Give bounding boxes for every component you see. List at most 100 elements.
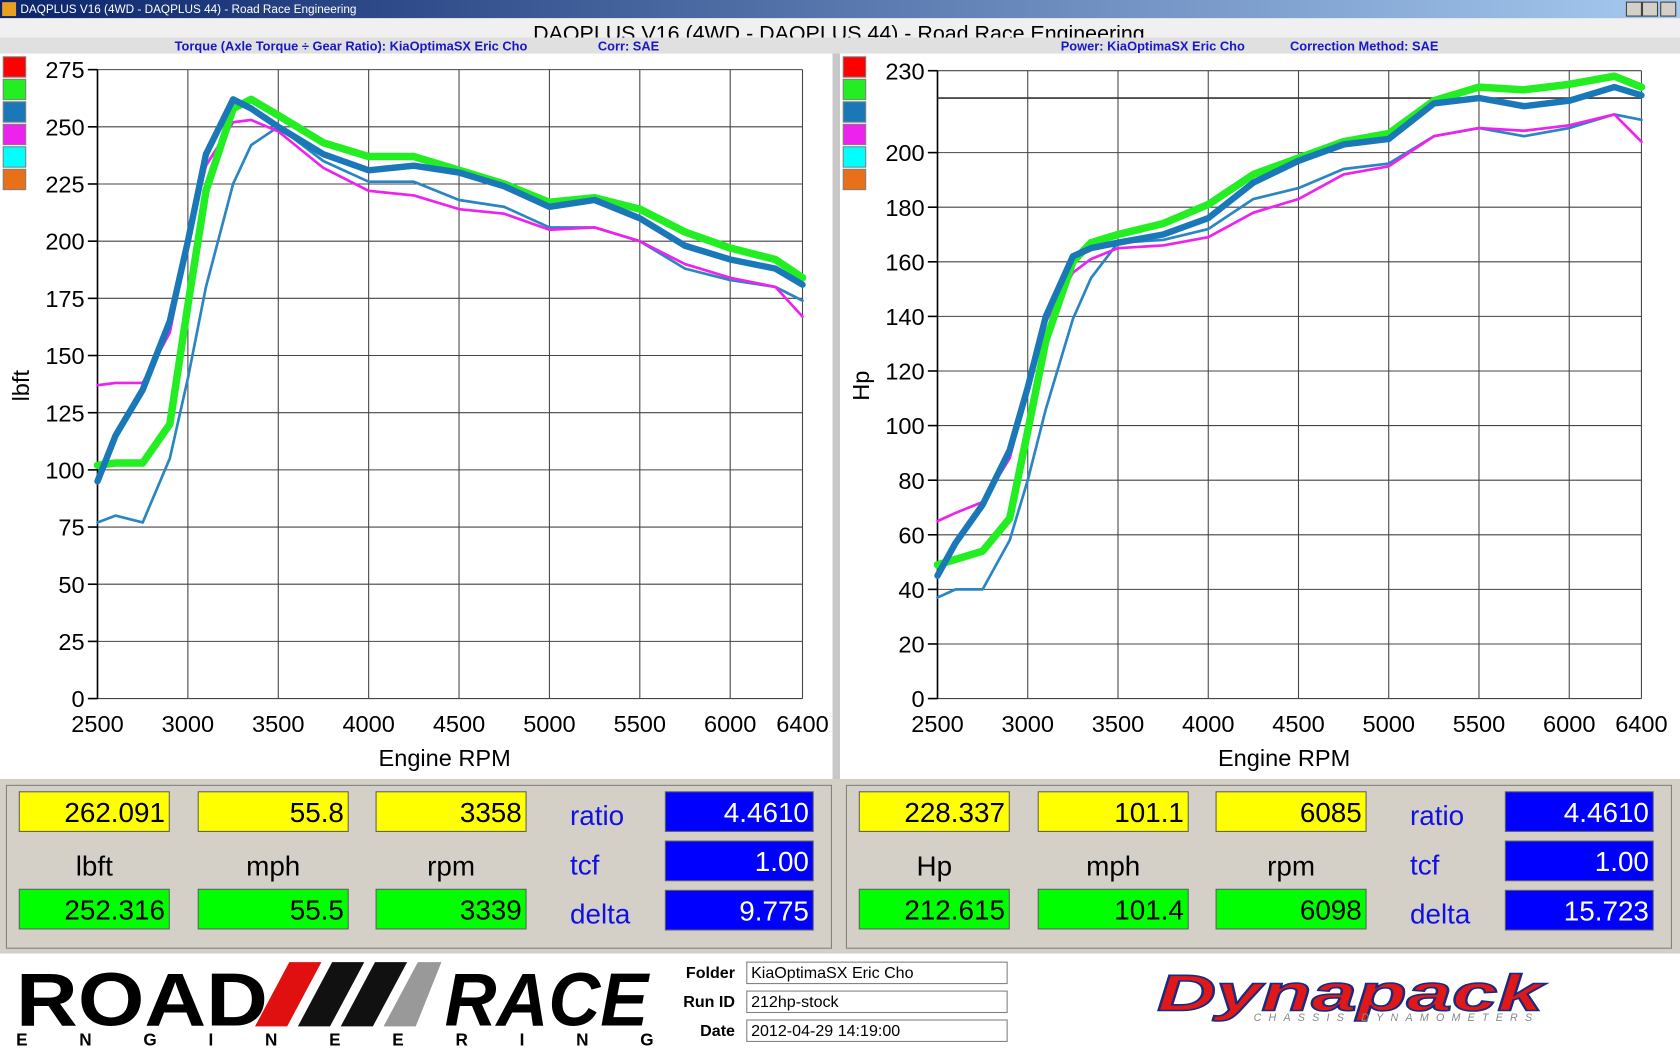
- y-tick-label: 180: [885, 195, 924, 221]
- factor-box: [1504, 889, 1654, 931]
- chart-title: Power: KiaOptimaSX Eric Cho: [1061, 38, 1245, 53]
- readout-unit: mph: [1086, 850, 1140, 881]
- readout-value: 101.4: [1114, 894, 1184, 925]
- x-axis-label: Engine RPM: [1218, 745, 1350, 771]
- x-tick-label: 4500: [433, 711, 485, 737]
- readout-value: 228.337: [904, 797, 1005, 828]
- field-value: 212hp-stock: [751, 993, 839, 1011]
- y-tick-label: 250: [45, 114, 84, 140]
- readout-box: [1215, 888, 1367, 930]
- field-box: [746, 1019, 1008, 1042]
- legend-swatch: [2, 78, 27, 101]
- data-line: [933, 72, 1646, 569]
- window-title: DAQPLUS V16 (4WD - DAQPLUS 44) - Road Ra…: [20, 3, 356, 16]
- panel-separator: [832, 53, 840, 779]
- readout-box: [197, 888, 349, 930]
- logo-name: Dynapack: [1157, 963, 1547, 1021]
- chart-subtitle: Correction Method: SAE: [1290, 38, 1439, 53]
- y-tick-label: 0: [72, 686, 85, 712]
- field-value: KiaOptimaSX Eric Cho: [751, 964, 914, 982]
- x-tick-label: 5500: [614, 711, 666, 737]
- readouts: 262.091 lbft 252.316 55.8 mph 55.5 3358 rpm 3339…: [5, 784, 1672, 949]
- x-tick-label: 6400: [776, 711, 828, 737]
- factor-value: 1.00: [755, 846, 809, 877]
- app-icon: [2, 2, 17, 17]
- x-tick-label: 4500: [1272, 711, 1324, 737]
- readout-value: 3339: [460, 894, 522, 925]
- close-button[interactable]: [1660, 1, 1677, 17]
- y-tick-label: 100: [45, 457, 84, 483]
- field-box: [746, 990, 1008, 1014]
- logo-stripe: [383, 962, 442, 1027]
- chart-title: Torque (Axle Torque ÷ Gear Ratio): KiaOp…: [175, 38, 528, 53]
- x-axis-label: Engine RPM: [379, 745, 511, 771]
- readout-box: [858, 888, 1010, 930]
- y-tick-label: 225: [45, 172, 84, 198]
- readout-box: [375, 888, 527, 930]
- readout-box: [197, 791, 349, 832]
- y-tick-label: 275: [45, 57, 84, 83]
- readout-value: 3358: [460, 797, 522, 828]
- readout-unit: rpm: [427, 850, 475, 881]
- y-tick-label: 20: [898, 632, 924, 658]
- readout-unit: mph: [246, 850, 300, 881]
- readout-box: [18, 888, 170, 930]
- readout-box: [858, 791, 1010, 832]
- header-band: [0, 18, 1680, 38]
- y-tick-label: 230: [885, 58, 924, 84]
- y-tick-label: 160: [885, 249, 924, 275]
- chart-panel: [840, 53, 1680, 779]
- charts: Torque (Axle Torque ÷ Gear Ratio): KiaOp…: [0, 38, 1680, 779]
- legend-swatch: [842, 78, 867, 101]
- legend-swatch: [842, 168, 867, 191]
- chart-subtitle: Corr: SAE: [598, 38, 660, 53]
- factor-box: [664, 840, 814, 882]
- legend-swatch: [2, 123, 27, 146]
- readout-unit: Hp: [916, 850, 952, 881]
- y-tick-label: 40: [898, 577, 924, 603]
- readout-value: 55.5: [290, 894, 344, 925]
- x-tick-label: 6400: [1615, 711, 1667, 737]
- readout-value: 55.8: [290, 797, 344, 828]
- readout-unit: rpm: [1267, 850, 1315, 881]
- readout-box: [1037, 791, 1189, 832]
- factor-label: tcf: [1410, 849, 1440, 880]
- x-tick-label: 6000: [1543, 711, 1595, 737]
- x-tick-label: 4000: [1182, 711, 1234, 737]
- legend-swatch: [2, 146, 27, 168]
- readout-box: [1215, 791, 1367, 832]
- legend-swatch: [842, 56, 867, 78]
- factor-value: 4.4610: [1564, 797, 1649, 828]
- factor-value: 1.00: [1595, 846, 1649, 877]
- factor-label: delta: [1410, 899, 1471, 930]
- legend-swatch: [842, 123, 867, 146]
- y-axis-label: lbft: [8, 370, 34, 402]
- y-tick-label: 125: [45, 400, 84, 426]
- y-tick-label: 75: [58, 515, 84, 541]
- y-tick-label: 175: [45, 286, 84, 312]
- readout-value: 262.091: [64, 797, 165, 828]
- y-tick-label: 25: [58, 629, 84, 655]
- legend-swatch: [2, 101, 27, 123]
- factor-label: delta: [570, 899, 631, 930]
- y-tick-label: 80: [898, 468, 924, 494]
- field-label: Run ID: [683, 993, 735, 1011]
- factor-value: 9.775: [739, 895, 809, 926]
- factor-label: ratio: [1410, 800, 1464, 831]
- maximize-button[interactable]: [1641, 1, 1659, 17]
- logo-left: ROAD RACE ENGINEERING: [16, 957, 654, 1049]
- x-tick-label: 3000: [162, 711, 214, 737]
- logo-stripe: [340, 962, 408, 1027]
- legend-swatch: [842, 101, 867, 123]
- factor-label: ratio: [570, 800, 624, 831]
- logo-stripe: [297, 962, 365, 1027]
- minimize-button[interactable]: [1625, 1, 1642, 17]
- readout-value: 101.1: [1114, 797, 1184, 828]
- header-title: DAQPLUS V16 (4WD - DAQPLUS 44) - Road Ra…: [533, 22, 1145, 46]
- footer-fields: Folder KiaOptimaSX Eric Cho Run ID 212hp-st…: [683, 961, 1008, 1042]
- logo-word: RACE: [445, 957, 650, 1041]
- factor-box: [664, 791, 814, 832]
- logo-stripe: [255, 962, 322, 1027]
- readout-unit: lbft: [76, 850, 113, 881]
